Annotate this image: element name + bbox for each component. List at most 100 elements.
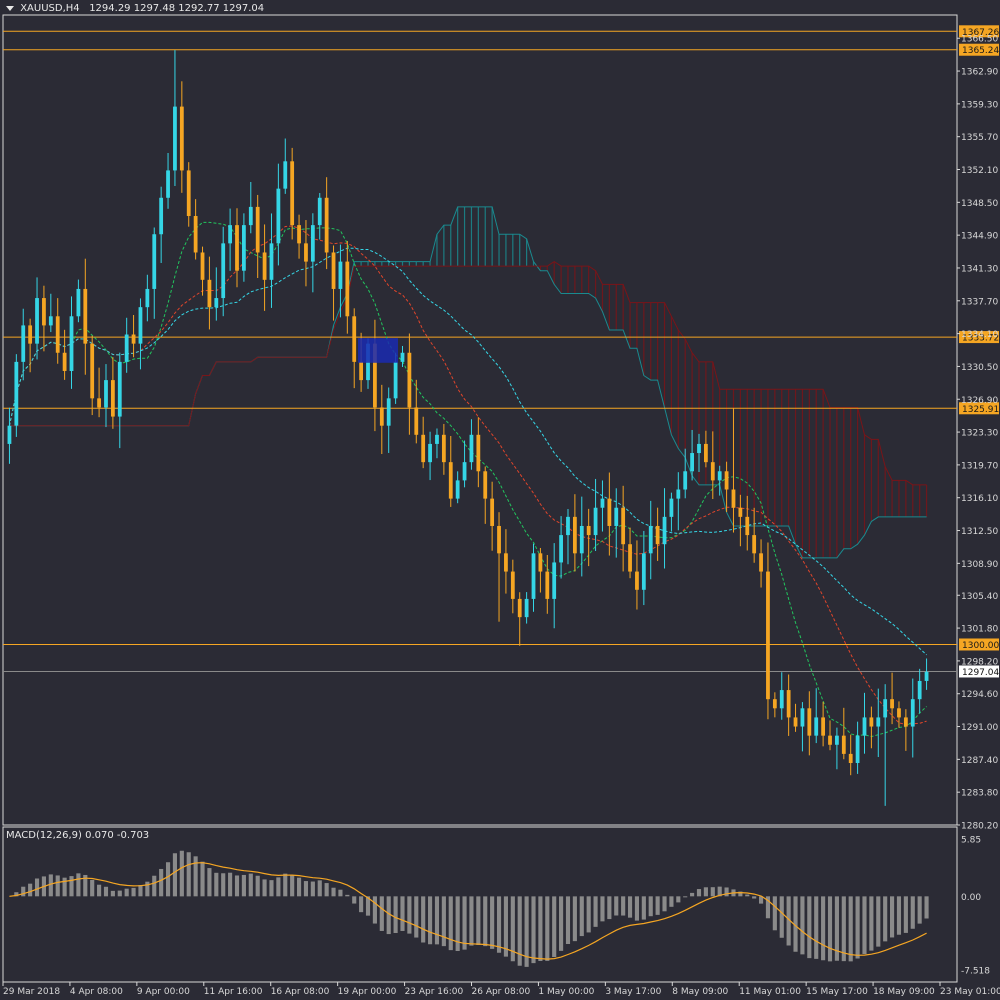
candle	[807, 691, 812, 756]
x-tick-label: 11 May 01:00	[739, 987, 801, 997]
candle	[855, 721, 860, 774]
candle	[786, 674, 791, 736]
candle	[772, 692, 777, 718]
y-tick-label: 1323.30	[961, 429, 998, 439]
x-tick-label: 23 May 01:00	[940, 987, 1000, 997]
x-tick-label: 18 May 09:00	[873, 987, 935, 997]
candle-body	[352, 316, 357, 362]
x-tick-label: 11 Apr 16:00	[204, 987, 263, 997]
horizontal-levels[interactable]: 1367.26 1365.24 1333.72 1325.91 1300.00 1297.…	[3, 25, 999, 678]
candle	[504, 529, 508, 594]
candle-body	[614, 507, 619, 526]
candle-body	[262, 252, 267, 280]
candle	[152, 227, 157, 319]
y-tick-label: 1337.70	[961, 297, 998, 307]
candle	[104, 364, 108, 428]
candle	[745, 495, 750, 551]
candle	[869, 706, 874, 749]
candle	[731, 408, 736, 533]
y-tick-label: 1294.60	[961, 690, 998, 700]
candle-body	[324, 197, 329, 253]
candle-body	[248, 206, 253, 226]
candle	[559, 516, 563, 579]
candle	[524, 592, 529, 624]
candle-body	[62, 352, 67, 371]
candle-body	[55, 316, 60, 353]
candle	[14, 354, 19, 437]
candle	[386, 387, 391, 453]
candle	[483, 466, 488, 524]
candle-body	[166, 170, 170, 198]
candle	[841, 707, 846, 760]
candle	[241, 213, 246, 282]
candle-body	[152, 234, 157, 289]
candle	[131, 315, 136, 358]
symbol-label: XAUUSD,H4	[20, 3, 80, 14]
candle-body	[862, 717, 867, 736]
dropdown-triangle-icon[interactable]	[6, 5, 14, 11]
candle	[897, 701, 901, 728]
candle	[586, 508, 591, 567]
candle	[117, 352, 122, 449]
candle-body	[621, 507, 626, 545]
candle-body	[173, 106, 177, 171]
candle-body	[903, 717, 908, 727]
y-tick-label: 1359.30	[961, 100, 998, 110]
candle	[676, 472, 681, 531]
candle-body	[373, 343, 377, 408]
candle	[400, 345, 405, 368]
candlesticks	[7, 50, 929, 806]
ichimoku-cloud	[9, 206, 928, 559]
candle	[317, 193, 322, 240]
candle	[793, 703, 798, 732]
candle	[545, 554, 550, 614]
candle	[297, 214, 301, 259]
candle-body	[145, 288, 150, 308]
candle-body	[441, 434, 446, 463]
candle-body	[69, 316, 74, 371]
candle	[614, 488, 619, 558]
candle-body	[648, 525, 653, 554]
candle-body	[7, 425, 12, 444]
candle-body	[738, 507, 743, 517]
candle	[110, 357, 115, 429]
candle-body	[359, 361, 364, 381]
candle	[552, 543, 557, 629]
candle	[593, 478, 598, 552]
candle	[738, 494, 743, 547]
price-axis: 1366.50 1362.90 1359.30 1355.70 1352.10 1348.…	[957, 35, 998, 832]
candle-body	[448, 462, 453, 499]
x-tick-label: 16 Apr 08:00	[271, 987, 330, 997]
candle-body	[745, 516, 750, 536]
candle	[531, 543, 536, 612]
y-tick-label: 1301.80	[961, 625, 998, 635]
candle-body	[469, 434, 474, 463]
candle	[800, 702, 805, 752]
candle-body	[703, 443, 708, 463]
candle-body	[483, 471, 488, 499]
candle	[635, 540, 639, 610]
candle	[655, 507, 660, 561]
candle-body	[724, 471, 729, 490]
candle-body	[814, 717, 819, 736]
candle	[97, 367, 101, 418]
candle-body	[504, 553, 508, 572]
highlight-box	[358, 338, 398, 363]
level-label-box	[959, 402, 999, 415]
candle	[848, 734, 853, 776]
candle-body	[159, 197, 164, 235]
candle-body	[48, 316, 53, 326]
candle-body	[331, 252, 336, 289]
candle	[69, 296, 74, 389]
candle	[435, 428, 439, 459]
candle	[462, 440, 467, 488]
y-tick-label: 1366.50	[961, 35, 998, 45]
x-tick-label: 15 May 17:00	[806, 987, 868, 997]
senkou-span-b	[9, 261, 927, 486]
x-tick-label: 29 Mar 2018	[3, 987, 60, 997]
candle-body	[607, 498, 612, 526]
candle	[283, 138, 288, 194]
candle-body	[800, 708, 805, 727]
y-tick-label: 1283.80	[961, 789, 998, 799]
